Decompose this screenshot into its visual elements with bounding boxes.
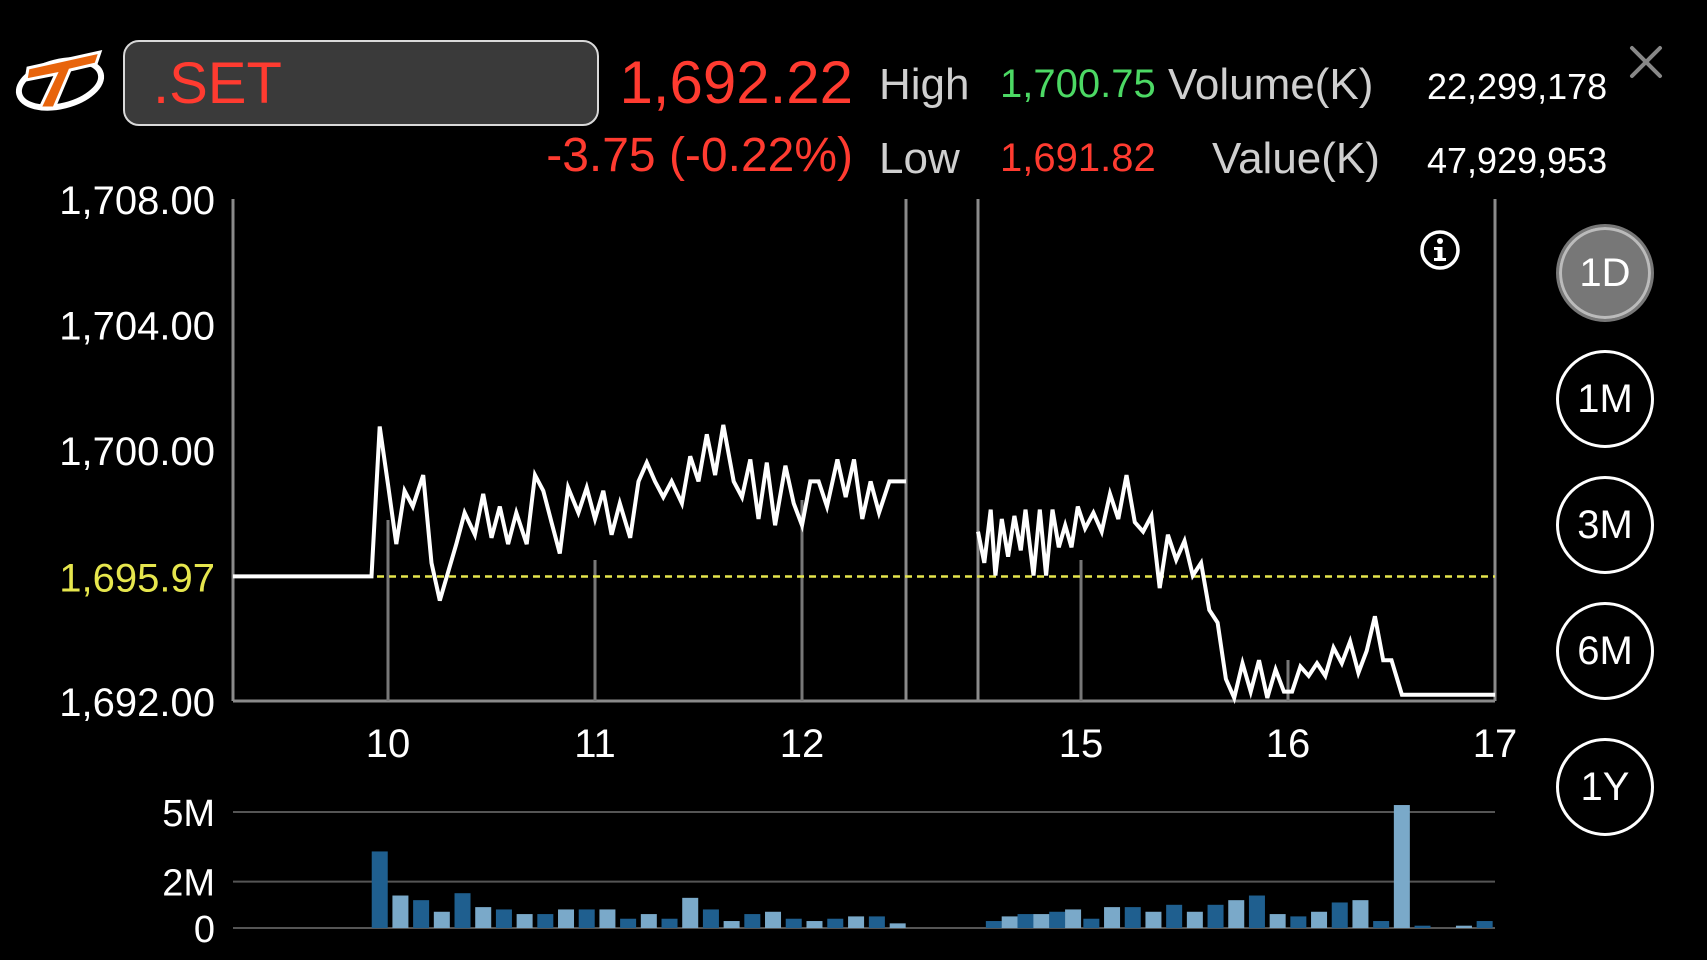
volume-bar xyxy=(372,851,388,928)
volume-bar xyxy=(703,909,719,928)
volume-bar xyxy=(765,912,781,928)
volume-bar xyxy=(392,896,408,928)
volume-bar xyxy=(1002,916,1018,928)
volume-bar xyxy=(517,914,533,928)
volume-tick-label: 0 xyxy=(194,909,215,951)
volume-bar xyxy=(1125,907,1141,928)
time-tick-label: 15 xyxy=(1059,722,1104,766)
volume-bar xyxy=(986,921,1002,928)
volume-bar xyxy=(786,919,802,928)
time-tick-label: 12 xyxy=(780,722,825,766)
volume-tick-label: 2M xyxy=(162,863,215,905)
volume-bar xyxy=(475,907,491,928)
price-tick-label: 1,695.97 xyxy=(59,556,215,600)
volume-bar xyxy=(434,912,450,928)
volume-bar xyxy=(1104,907,1120,928)
volume-bar xyxy=(1332,902,1348,928)
volume-bar xyxy=(1187,912,1203,928)
price-tick-label: 1,708.00 xyxy=(59,179,215,223)
volume-bar xyxy=(496,909,512,928)
range-button-6m[interactable]: 6M xyxy=(1556,602,1654,700)
volume-bar xyxy=(724,921,740,928)
volume-bar xyxy=(1270,914,1286,928)
volume-bar xyxy=(662,919,678,928)
volume-bar xyxy=(558,909,574,928)
price-tick-label: 1,704.00 xyxy=(59,305,215,349)
volume-bar xyxy=(413,900,429,928)
info-icon[interactable] xyxy=(1418,228,1462,272)
time-tick-label: 17 xyxy=(1473,722,1518,766)
volume-bar xyxy=(1477,921,1493,928)
price-series-segment xyxy=(233,425,906,601)
volume-bar xyxy=(744,914,760,928)
volume-bar xyxy=(1290,916,1306,928)
volume-bar xyxy=(1352,900,1368,928)
volume-bar xyxy=(599,909,615,928)
volume-tick-label: 5M xyxy=(162,793,215,835)
volume-bar xyxy=(620,919,636,928)
volume-bar xyxy=(1145,912,1161,928)
range-button-3m[interactable]: 3M xyxy=(1556,476,1654,574)
volume-bar xyxy=(1415,926,1431,928)
range-button-1d[interactable]: 1D xyxy=(1556,224,1654,322)
range-button-1m[interactable]: 1M xyxy=(1556,350,1654,448)
volume-bar xyxy=(579,909,595,928)
time-tick-label: 16 xyxy=(1266,722,1311,766)
volume-bar xyxy=(1208,905,1224,928)
volume-bar xyxy=(1049,912,1065,928)
price-tick-label: 1,700.00 xyxy=(59,430,215,474)
volume-bar xyxy=(890,923,906,928)
volume-bar xyxy=(1065,909,1081,928)
time-tick-label: 10 xyxy=(366,722,411,766)
volume-bar xyxy=(848,916,864,928)
volume-bar xyxy=(1249,896,1265,928)
volume-bar xyxy=(1456,926,1472,928)
volume-bar xyxy=(1394,805,1410,928)
volume-bar xyxy=(455,893,471,928)
price-tick-label: 1,692.00 xyxy=(59,681,215,725)
volume-bar xyxy=(537,914,553,928)
volume-bar xyxy=(1311,912,1327,928)
volume-bar xyxy=(827,919,843,928)
volume-bar xyxy=(806,921,822,928)
volume-bar xyxy=(1033,914,1049,928)
price-series-segment xyxy=(978,475,1495,698)
volume-bar xyxy=(1228,900,1244,928)
volume-bar xyxy=(1018,914,1034,928)
volume-bar xyxy=(869,916,885,928)
volume-bar xyxy=(1166,905,1182,928)
volume-bar xyxy=(1083,919,1099,928)
volume-bar xyxy=(1373,921,1389,928)
range-button-1y[interactable]: 1Y xyxy=(1556,738,1654,836)
volume-bar xyxy=(641,914,657,928)
volume-bar xyxy=(682,898,698,928)
time-tick-label: 11 xyxy=(574,722,616,766)
